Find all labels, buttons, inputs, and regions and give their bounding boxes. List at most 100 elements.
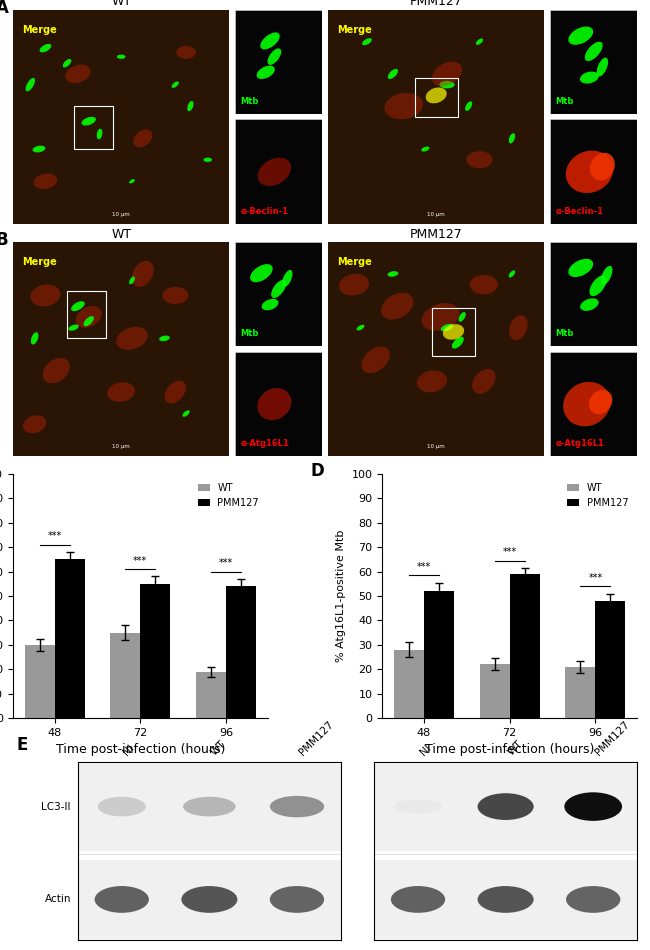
Text: WT: WT: [506, 739, 525, 757]
Bar: [566, 667, 595, 718]
Ellipse shape: [183, 797, 236, 816]
Ellipse shape: [597, 58, 608, 77]
Text: LC3-II: LC3-II: [42, 802, 71, 811]
Text: ***: ***: [417, 561, 431, 572]
Ellipse shape: [71, 301, 84, 312]
Ellipse shape: [63, 59, 72, 67]
Text: E: E: [16, 735, 27, 753]
Text: ***: ***: [502, 547, 517, 557]
Ellipse shape: [183, 410, 190, 417]
Ellipse shape: [568, 258, 593, 277]
Ellipse shape: [509, 133, 515, 143]
Text: 10 μm: 10 μm: [427, 212, 445, 217]
Ellipse shape: [472, 369, 495, 393]
Bar: [78, 860, 341, 939]
Text: PMM127: PMM127: [297, 719, 335, 757]
Ellipse shape: [159, 335, 170, 341]
Bar: [424, 591, 454, 718]
Ellipse shape: [116, 327, 148, 350]
Text: D: D: [311, 462, 325, 480]
Ellipse shape: [465, 102, 473, 111]
Ellipse shape: [421, 146, 430, 152]
Ellipse shape: [23, 415, 46, 433]
Y-axis label: % Atg16L1-positive Mtb: % Atg16L1-positive Mtb: [336, 530, 346, 662]
X-axis label: Time post-infection (hours): Time post-infection (hours): [425, 743, 594, 756]
Text: Actin: Actin: [44, 895, 71, 904]
Ellipse shape: [260, 32, 280, 49]
Title: WT: WT: [111, 228, 131, 240]
Ellipse shape: [590, 153, 615, 180]
Text: α-Atg16L1: α-Atg16L1: [556, 439, 604, 448]
Ellipse shape: [32, 145, 46, 152]
Title: PMM127: PMM127: [410, 228, 463, 240]
Ellipse shape: [203, 158, 212, 162]
Ellipse shape: [81, 117, 96, 125]
Ellipse shape: [580, 71, 599, 84]
Ellipse shape: [601, 266, 612, 285]
Ellipse shape: [107, 382, 135, 402]
Ellipse shape: [43, 358, 70, 383]
Ellipse shape: [476, 39, 483, 45]
Ellipse shape: [117, 54, 125, 59]
Bar: [78, 764, 341, 851]
Bar: [196, 672, 226, 718]
Text: Mtb: Mtb: [556, 97, 574, 105]
Bar: [595, 601, 625, 718]
Ellipse shape: [268, 48, 281, 65]
Ellipse shape: [589, 390, 612, 414]
Text: ***: ***: [219, 558, 233, 568]
Ellipse shape: [590, 276, 606, 296]
Ellipse shape: [387, 271, 398, 276]
Ellipse shape: [25, 78, 35, 91]
Text: Merge: Merge: [21, 256, 57, 267]
Ellipse shape: [439, 81, 454, 88]
Ellipse shape: [459, 312, 466, 322]
Ellipse shape: [441, 324, 453, 332]
Ellipse shape: [566, 151, 613, 193]
Ellipse shape: [31, 332, 38, 345]
Ellipse shape: [381, 293, 413, 319]
Text: NI: NI: [418, 743, 433, 757]
Text: NI: NI: [122, 743, 136, 757]
Ellipse shape: [394, 800, 442, 814]
Bar: [374, 764, 637, 851]
Title: PMM127: PMM127: [410, 0, 463, 9]
Bar: [226, 586, 256, 718]
Ellipse shape: [564, 792, 622, 821]
X-axis label: Time post-infection (hours): Time post-infection (hours): [56, 743, 225, 756]
Bar: [67, 291, 106, 338]
Ellipse shape: [384, 93, 423, 120]
Bar: [111, 633, 140, 718]
Title: WT: WT: [111, 0, 131, 9]
Bar: [394, 650, 424, 718]
Text: α-Atg16L1: α-Atg16L1: [240, 439, 289, 448]
Ellipse shape: [443, 324, 464, 340]
Ellipse shape: [257, 158, 291, 186]
Ellipse shape: [181, 886, 237, 913]
Ellipse shape: [98, 797, 146, 816]
Ellipse shape: [97, 128, 102, 140]
Text: Mtb: Mtb: [240, 97, 259, 105]
Ellipse shape: [95, 886, 149, 913]
Ellipse shape: [357, 325, 365, 331]
Ellipse shape: [509, 315, 528, 340]
Ellipse shape: [187, 101, 194, 111]
Ellipse shape: [470, 276, 498, 294]
Ellipse shape: [509, 271, 515, 277]
Ellipse shape: [452, 336, 464, 349]
Ellipse shape: [580, 298, 599, 311]
Text: ***: ***: [47, 531, 62, 542]
Bar: [374, 860, 637, 939]
Ellipse shape: [563, 382, 610, 427]
Ellipse shape: [133, 129, 153, 147]
Text: 10 μm: 10 μm: [112, 212, 130, 217]
Ellipse shape: [34, 174, 57, 189]
Ellipse shape: [426, 87, 447, 104]
Text: Mtb: Mtb: [240, 329, 259, 338]
Ellipse shape: [250, 264, 272, 282]
Ellipse shape: [568, 27, 593, 45]
Text: α-Beclin-1: α-Beclin-1: [240, 207, 289, 216]
Ellipse shape: [31, 285, 60, 306]
Ellipse shape: [270, 886, 324, 913]
Text: 10 μm: 10 μm: [112, 444, 130, 448]
